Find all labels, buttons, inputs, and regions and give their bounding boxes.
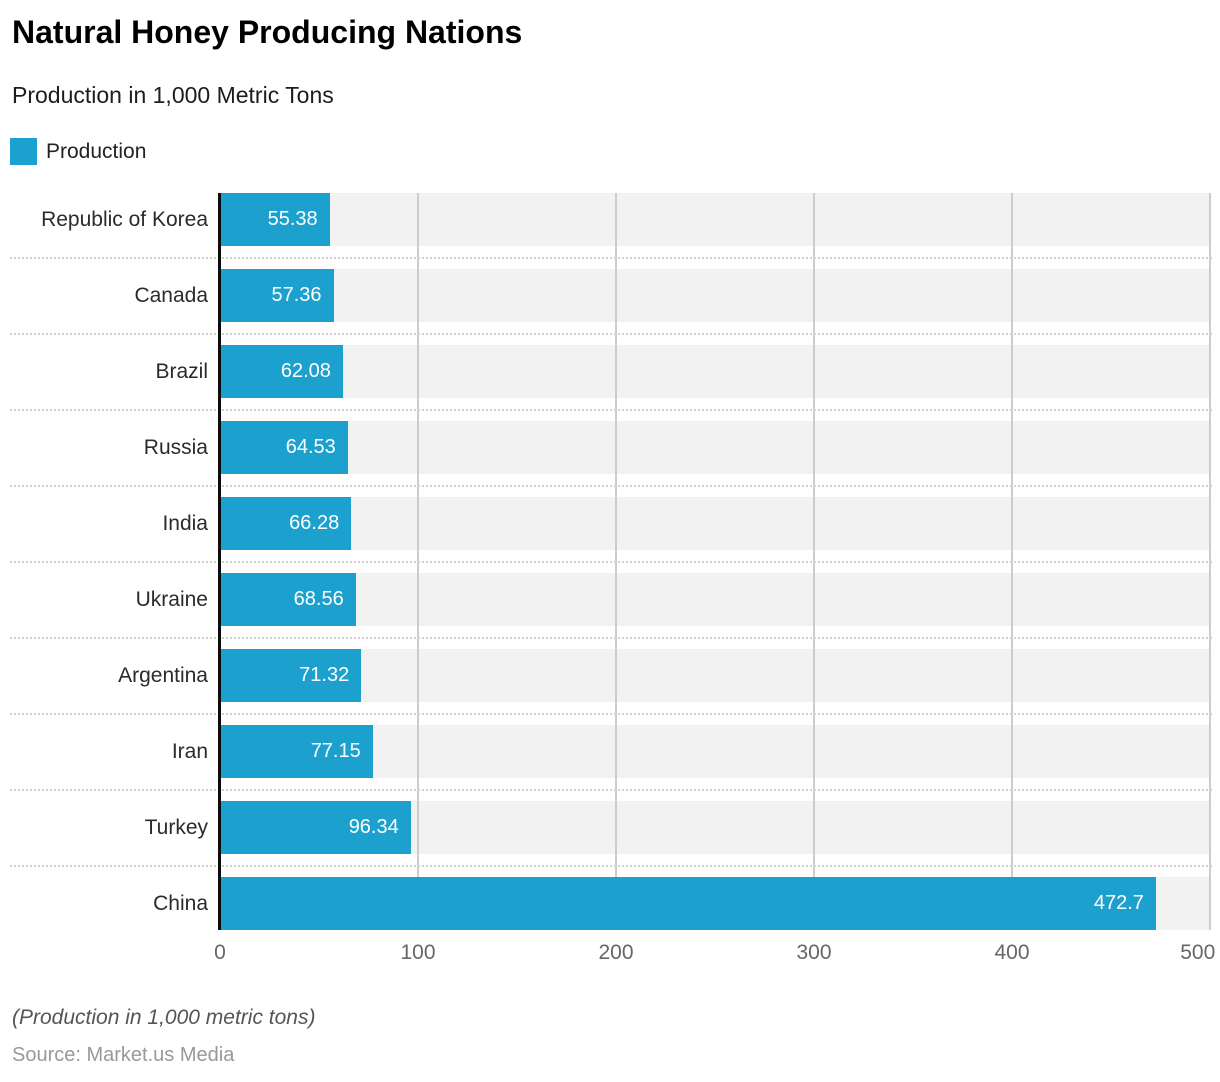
source-text: Source: Market.us Media — [12, 1044, 235, 1066]
category-label: Russia — [143, 436, 208, 459]
bar-value-label: 77.15 — [310, 740, 361, 762]
bar-track: 96.34 — [220, 801, 1210, 854]
x-axis-tick-label: 100 — [400, 941, 436, 964]
row-separator — [10, 713, 1212, 715]
bar-value-label: 66.28 — [289, 512, 340, 534]
bar[interactable]: 68.56 — [220, 573, 356, 626]
x-axis-tick-label: 400 — [994, 941, 1030, 964]
bar-value-label: 71.32 — [299, 664, 350, 686]
category-label: Canada — [134, 284, 208, 307]
chart-row: Turkey 96.34 — [0, 801, 1220, 854]
bar-track: 64.53 — [220, 421, 1210, 474]
category-label: Iran — [171, 740, 208, 763]
bar-track: 71.32 — [220, 649, 1210, 702]
row-separator — [10, 865, 1212, 867]
bar-value-label: 96.34 — [348, 816, 399, 838]
chart-row: India 66.28 — [0, 497, 1220, 550]
bar-track: 57.36 — [220, 269, 1210, 322]
bar-value-label: 64.53 — [285, 436, 336, 458]
bar-track: 55.38 — [220, 193, 1210, 246]
chart-row: Republic of Korea 55.38 — [0, 193, 1220, 246]
x-axis-tick-label: 200 — [598, 941, 634, 964]
bar[interactable]: 57.36 — [220, 269, 334, 322]
bar[interactable]: 55.38 — [220, 193, 330, 246]
chart-title: Natural Honey Producing Nations — [12, 14, 523, 50]
bar[interactable]: 96.34 — [220, 801, 411, 854]
bar-track: 66.28 — [220, 497, 1210, 550]
footnote: (Production in 1,000 metric tons) — [12, 1006, 316, 1029]
bar[interactable]: 472.7 — [220, 877, 1156, 930]
bar-track: 472.7 — [220, 877, 1210, 930]
legend-label: Production — [46, 139, 147, 163]
chart-row: Ukraine 68.56 — [0, 573, 1220, 626]
bar-track: 62.08 — [220, 345, 1210, 398]
row-separator — [10, 485, 1212, 487]
x-axis-tick-label: 500 — [1180, 941, 1216, 964]
category-label: Turkey — [144, 816, 208, 839]
bar-track: 68.56 — [220, 573, 1210, 626]
bar-value-label: 62.08 — [280, 360, 331, 382]
row-separator — [10, 257, 1212, 259]
bar[interactable]: 77.15 — [220, 725, 373, 778]
category-label: Argentina — [118, 664, 208, 687]
chart-row: Iran 77.15 — [0, 725, 1220, 778]
chart-row: Argentina 71.32 — [0, 649, 1220, 702]
bar-value-label: 68.56 — [293, 588, 344, 610]
row-separator — [10, 637, 1212, 639]
x-axis: 0 100 200 300 400 500 — [214, 941, 1215, 969]
bar[interactable]: 62.08 — [220, 345, 343, 398]
chart-row: Brazil 62.08 — [0, 345, 1220, 398]
bar-value-label: 55.38 — [267, 208, 318, 230]
row-separator — [10, 333, 1212, 335]
bar[interactable]: 64.53 — [220, 421, 348, 474]
legend-swatch-icon — [10, 138, 37, 165]
axis-line — [218, 193, 221, 930]
bar-value-label: 472.7 — [1093, 892, 1144, 914]
row-separator — [10, 789, 1212, 791]
legend-item-production[interactable]: Production — [10, 138, 146, 165]
x-axis-tick-label: 0 — [214, 941, 226, 964]
bar-value-label: 57.36 — [271, 284, 322, 306]
chart-subtitle: Production in 1,000 Metric Tons — [12, 82, 334, 108]
category-label: China — [153, 892, 208, 915]
chart-row: Canada 57.36 — [0, 269, 1220, 322]
category-label: Ukraine — [135, 588, 208, 611]
category-label: Brazil — [155, 360, 208, 383]
chart-row: Russia 64.53 — [0, 421, 1220, 474]
bar-track: 77.15 — [220, 725, 1210, 778]
bar-chart: Republic of Korea 55.38 Canada 57.36 Bra… — [0, 193, 1220, 930]
x-axis-tick-label: 300 — [796, 941, 832, 964]
row-separator — [10, 561, 1212, 563]
category-label: Republic of Korea — [41, 208, 208, 231]
bar[interactable]: 71.32 — [220, 649, 362, 702]
bar[interactable]: 66.28 — [220, 497, 352, 550]
category-label: India — [162, 512, 208, 535]
row-separator — [10, 409, 1212, 411]
chart-row: China 472.7 — [0, 877, 1220, 930]
